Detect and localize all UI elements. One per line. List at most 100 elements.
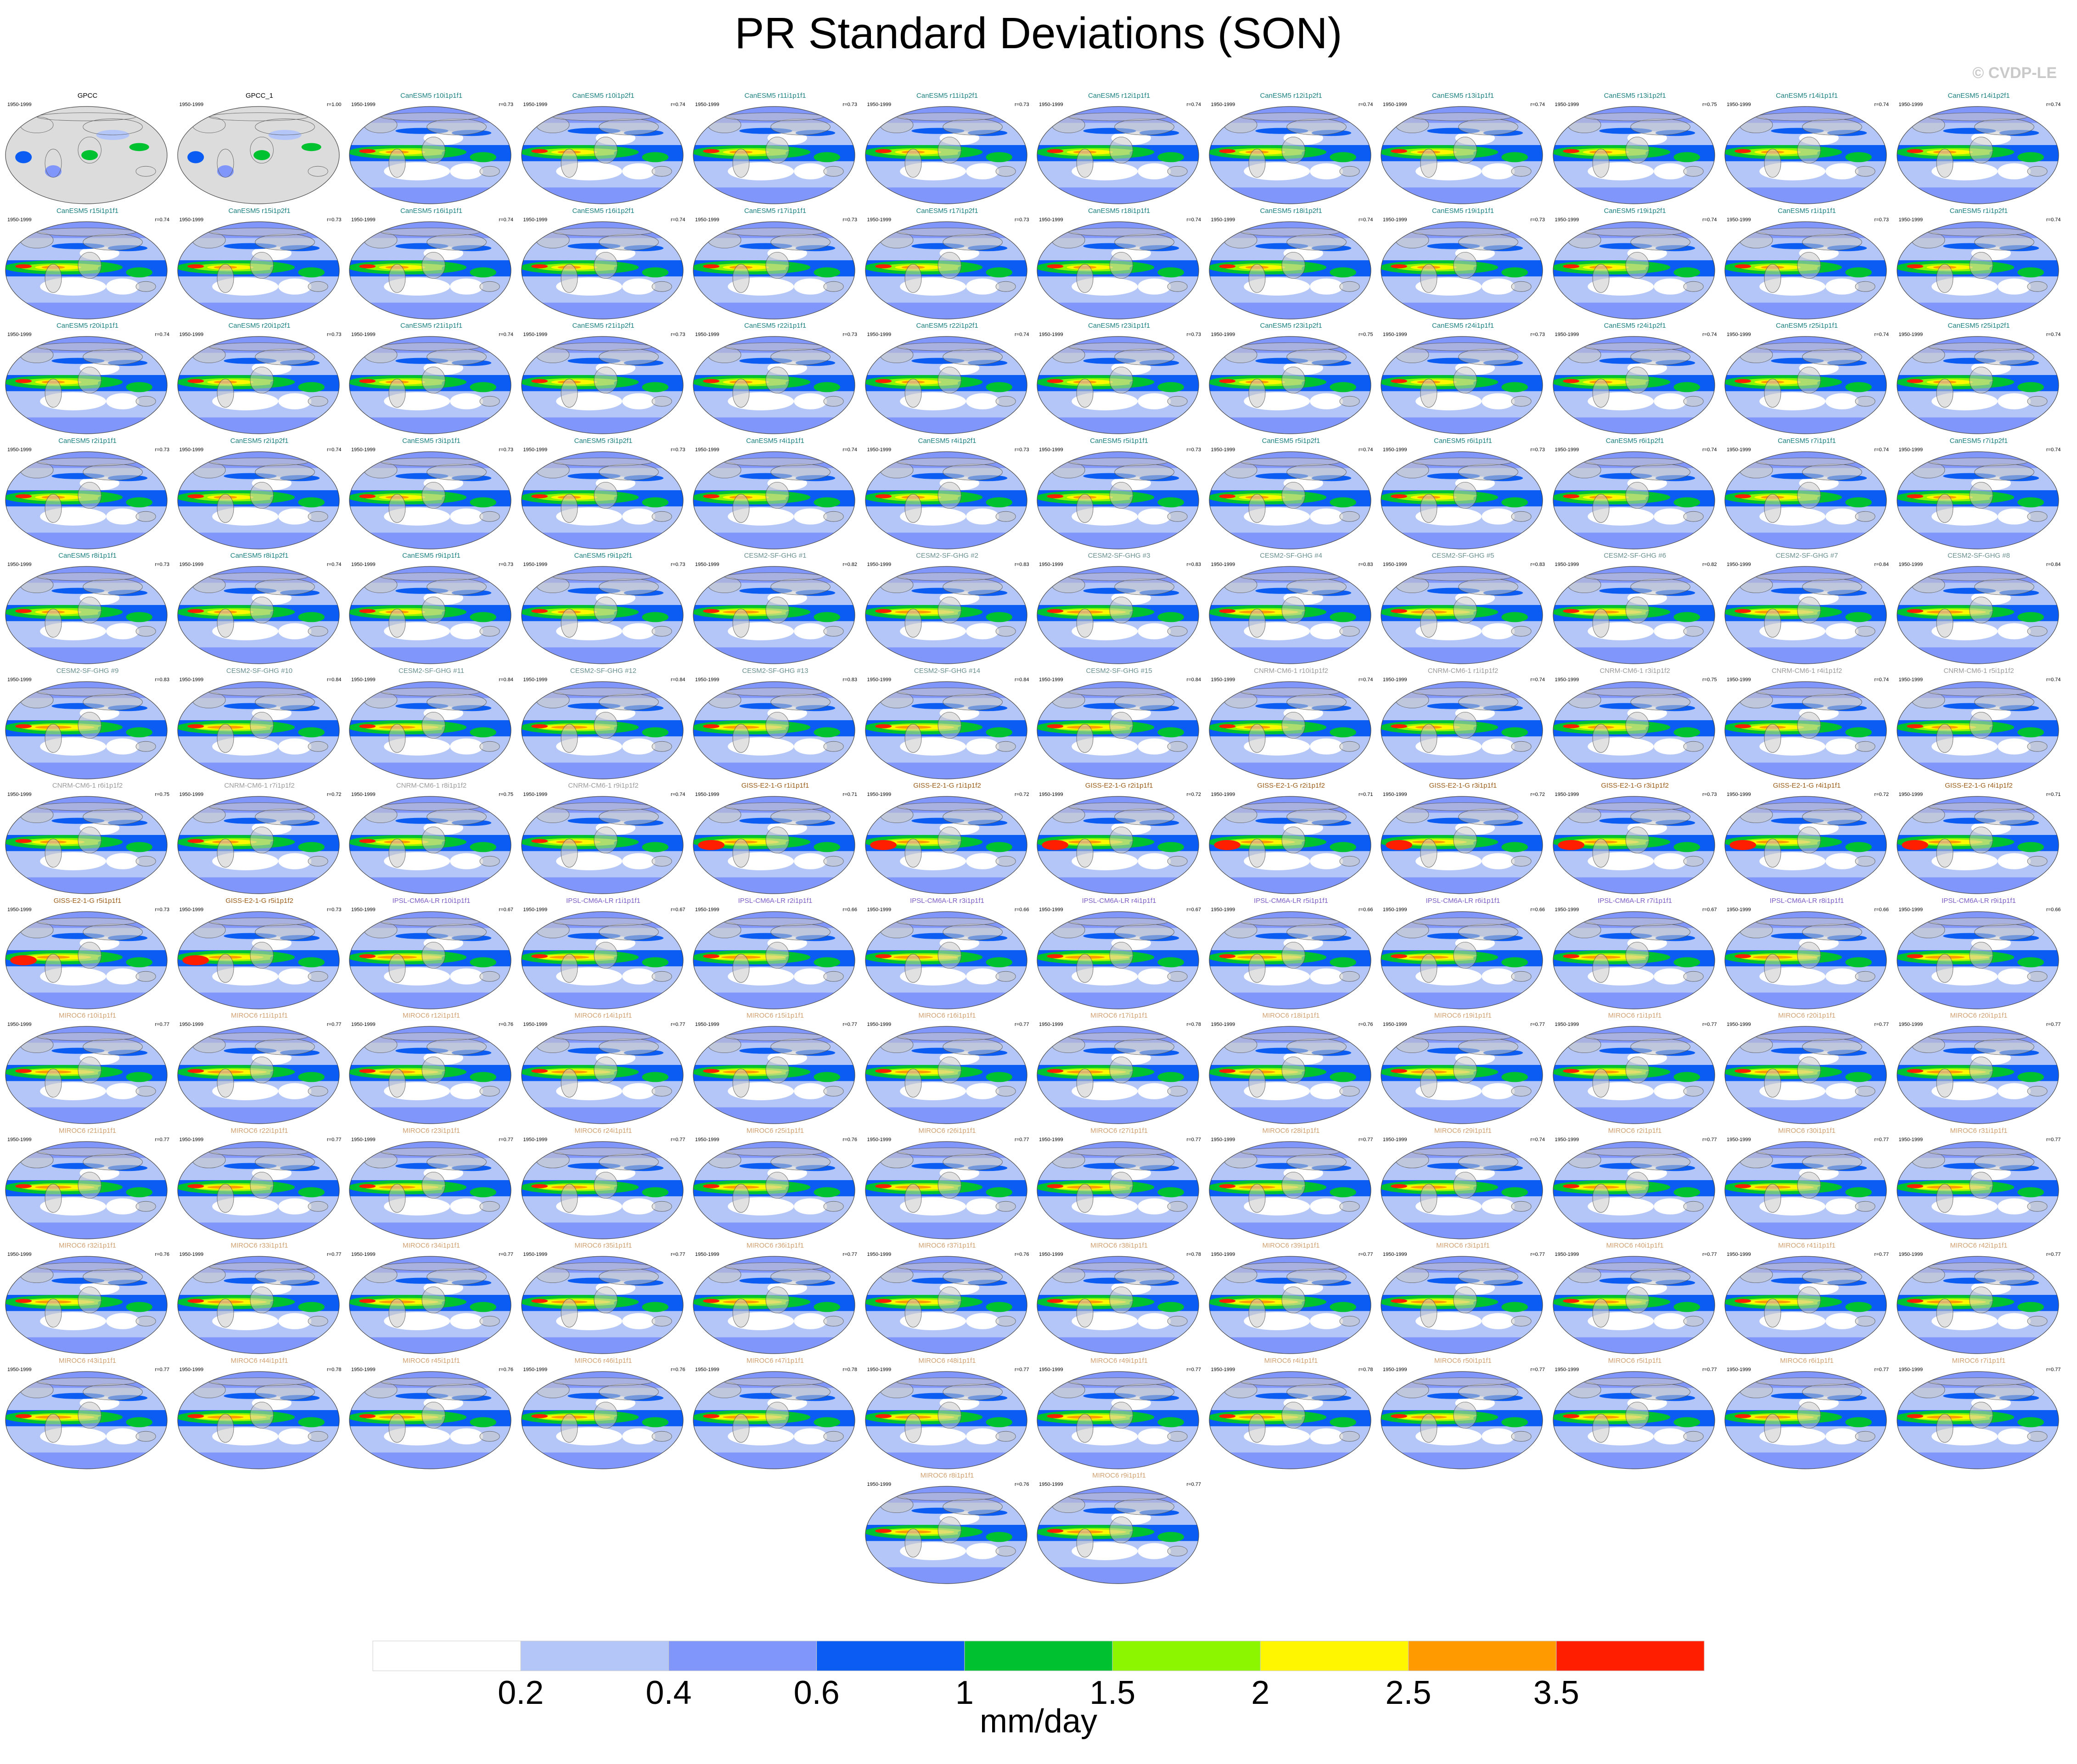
map-field	[1897, 1026, 2059, 1124]
panel-years: 1950-1999	[1039, 102, 1063, 107]
map-panel: CanESM5 r15i1p2f1 1950-1999 r=0.73	[176, 207, 343, 322]
panel-title: MIROC6 r19i1p1f1	[1434, 1012, 1492, 1019]
map-globe	[177, 911, 340, 1009]
map-field	[177, 221, 339, 319]
map-field	[6, 911, 167, 1009]
map-globe	[5, 336, 168, 434]
panel-correlation: r=0.82	[842, 562, 858, 567]
panel-title: CESM2-SF-GHG #14	[914, 666, 981, 675]
map-panel: MIROC6 r7i1p1f1 1950-1999 r=0.77	[1895, 1357, 2063, 1472]
panel-years: 1950-1999	[1383, 217, 1407, 223]
map-globe	[1896, 1371, 2059, 1469]
panel-title: MIROC6 r39i1p1f1	[1262, 1242, 1320, 1249]
map-globe	[693, 1141, 855, 1239]
panel-title: MIROC6 r7i1p1f1	[1952, 1356, 2006, 1365]
map-globe	[349, 911, 511, 1009]
panel-title: MIROC6 r18i1p1f1	[1262, 1012, 1320, 1019]
map-panel: IPSL-CM6A-LR r5i1p1f1 1950-1999 r=0.66	[1207, 897, 1375, 1012]
panel-correlation: r=0.77	[155, 1137, 170, 1142]
panel-title: CanESM5 r8i1p2f1	[230, 552, 289, 560]
panel-correlation: r=0.74	[1874, 102, 1889, 107]
panel-years: 1950-1999	[179, 1022, 204, 1027]
map-globe	[864, 566, 1027, 664]
panel-correlation: r=0.77	[1358, 1252, 1373, 1257]
panel-title: CanESM5 r1i1p2f1	[1949, 207, 2008, 215]
map-field	[1209, 1256, 1371, 1354]
map-field	[1209, 451, 1371, 549]
map-field	[1209, 336, 1371, 434]
map-field	[177, 1141, 339, 1239]
map-field	[1725, 1141, 1886, 1239]
panel-correlation: r=0.83	[1530, 562, 1545, 567]
panel-title: CNRM-CM6-1 r1i1p1f2	[1427, 666, 1499, 675]
panel-correlation: r=0.77	[1186, 1482, 1201, 1487]
panel-years: 1950-1999	[351, 562, 376, 567]
panel-title: MIROC6 r40i1p1f1	[1606, 1242, 1664, 1249]
panel-correlation: r=0.67	[671, 907, 685, 913]
map-panel: CanESM5 r14i1p1f1 1950-1999 r=0.74	[1723, 92, 1891, 207]
panel-correlation: r=0.77	[1702, 1022, 1717, 1027]
panel-years: 1950-1999	[1383, 1366, 1407, 1372]
panel-title: MIROC6 r26i1p1f1	[918, 1126, 976, 1135]
map-globe	[1037, 221, 1199, 319]
map-field	[1725, 796, 1886, 894]
panel-correlation: r=0.74	[1186, 217, 1201, 223]
map-panel: CESM2-SF-GHG #1 1950-1999 r=0.82	[691, 552, 859, 666]
panel-correlation: r=0.73	[1015, 102, 1029, 107]
map-globe	[177, 336, 340, 434]
map-globe	[1896, 106, 2059, 204]
map-panel: MIROC6 r32i1p1f1 1950-1999 r=0.76	[4, 1242, 171, 1356]
panel-correlation: r=0.73	[327, 217, 342, 223]
panel-correlation: r=0.77	[671, 1252, 685, 1257]
panel-title: CanESM5 r20i1p1f1	[56, 322, 119, 330]
panel-years: 1950-1999	[867, 102, 892, 107]
map-panel: MIROC6 r21i1p1f1 1950-1999 r=0.77	[4, 1127, 171, 1242]
panel-years: 1950-1999	[1211, 562, 1235, 567]
panel-years: 1950-1999	[351, 792, 376, 797]
panel-years: 1950-1999	[867, 907, 892, 913]
map-panel: MIROC6 r26i1p1f1 1950-1999 r=0.77	[864, 1127, 1031, 1242]
panel-correlation: r=0.72	[1186, 792, 1201, 797]
panel-correlation: r=0.78	[1186, 1252, 1201, 1257]
panel-title: IPSL-CM6A-LR r3i1p1f1	[910, 896, 984, 905]
map-panel: CanESM5 r13i1p1f1 1950-1999 r=0.74	[1379, 92, 1547, 207]
map-panel: GISS-E2-1-G r2i1p1f1 1950-1999 r=0.72	[1035, 782, 1203, 896]
panel-title: MIROC6 r31i1p1f1	[1950, 1126, 2008, 1135]
panel-correlation: r=0.71	[842, 792, 858, 797]
panel-title: CanESM5 r13i1p1f1	[1431, 92, 1494, 100]
panel-years: 1950-1999	[1039, 907, 1063, 913]
panel-years: 1950-1999	[1383, 1252, 1407, 1257]
map-panel: CESM2-SF-GHG #12 1950-1999 r=0.84	[520, 667, 687, 782]
map-globe	[1037, 566, 1199, 664]
panel-title: CanESM5 r18i1p1f1	[1088, 207, 1151, 215]
panel-title: CanESM5 r7i1p1f1	[1778, 437, 1836, 445]
map-field	[349, 221, 511, 319]
map-field	[521, 911, 683, 1009]
panel-title: MIROC6 r4i1p1f1	[1264, 1356, 1318, 1365]
panel-years: 1950-1999	[1555, 907, 1579, 913]
map-field	[177, 681, 339, 779]
map-panel: MIROC6 r3i1p1f1 1950-1999 r=0.77	[1379, 1242, 1547, 1356]
colorbar-tick-label: 2	[1251, 1674, 1269, 1711]
map-field	[1381, 681, 1543, 779]
panel-years: 1950-1999	[179, 677, 204, 683]
map-globe	[864, 1486, 1027, 1584]
panel-years: 1950-1999	[1211, 332, 1235, 337]
map-field	[1037, 1486, 1199, 1584]
panel-title: CESM2-SF-GHG #1	[744, 552, 807, 560]
panel-correlation: r=0.77	[1358, 1137, 1373, 1142]
panel-correlation: r=0.75	[1702, 677, 1717, 683]
panel-title: IPSL-CM6A-LR r8i1p1f1	[1769, 896, 1844, 905]
map-globe	[1208, 106, 1371, 204]
panel-years: 1950-1999	[1211, 792, 1235, 797]
map-globe	[1896, 1256, 2059, 1354]
panel-title: MIROC6 r3i1p1f1	[1436, 1242, 1490, 1249]
panel-title: CESM2-SF-GHG #10	[226, 666, 293, 675]
panel-title: CESM2-SF-GHG #15	[1086, 666, 1152, 675]
map-field	[1037, 1371, 1199, 1469]
map-field	[177, 106, 339, 204]
map-globe	[1724, 1256, 1887, 1354]
map-panel: MIROC6 r23i1p1f1 1950-1999 r=0.77	[348, 1127, 515, 1242]
map-field	[6, 336, 167, 434]
panel-correlation: r=0.74	[1358, 102, 1373, 107]
